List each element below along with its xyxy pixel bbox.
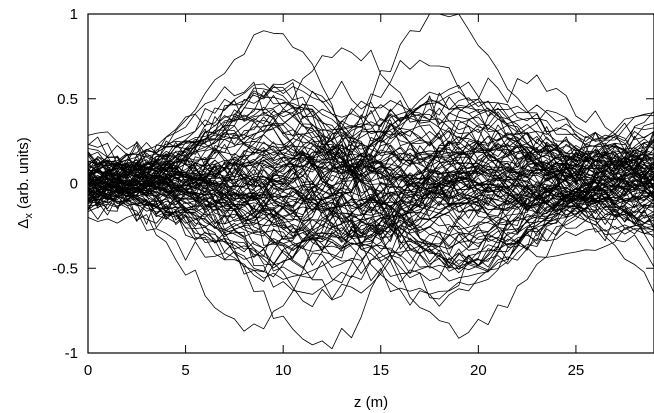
y-tick-label: -1 [65, 345, 78, 362]
x-tick-label: 20 [470, 362, 487, 379]
trajectory-line [88, 100, 654, 235]
trajectory-line [88, 136, 654, 252]
trajectory-line [88, 101, 654, 264]
trajectory-line [88, 105, 654, 295]
x-axis: 0 5 10 15 20 25 [84, 14, 584, 379]
trajectory-line [88, 162, 654, 211]
trajectory-line [88, 82, 654, 282]
trajectory-line [88, 144, 654, 213]
trajectory-line [88, 92, 654, 269]
trajectory-line [88, 101, 654, 280]
trajectory-line [88, 108, 654, 234]
trajectory-line [88, 137, 654, 213]
trajectory-line [88, 141, 654, 252]
trajectory-line [88, 99, 654, 295]
y-axis-label-subscript: x [23, 213, 35, 219]
trajectory-line [88, 131, 654, 223]
trajectory-line [88, 154, 654, 224]
y-tick-label: -0.5 [52, 260, 78, 277]
trajectory-line [88, 150, 654, 242]
trajectory-line [88, 118, 654, 224]
trajectory-line [88, 144, 654, 240]
y-axis-label-text: (arb. units) [15, 137, 32, 213]
y-axis-label: Δx (arb. units) [15, 137, 35, 228]
trajectory-line [88, 141, 654, 213]
trajectory-line [88, 109, 654, 238]
trajectory-line [88, 127, 654, 257]
y-tick-label: 0 [70, 176, 78, 193]
trajectory-line [88, 147, 654, 245]
trajectory-line [88, 84, 654, 282]
trajectory-line [88, 145, 654, 221]
trajectory-line [88, 130, 654, 217]
x-axis-label: z (m) [354, 394, 388, 411]
y-axis: -1 -0.5 0 0.5 1 [52, 6, 654, 362]
trajectory-line [88, 30, 654, 339]
trajectory-line [88, 80, 654, 244]
trajectory-line [88, 81, 654, 307]
trajectory-line [88, 108, 654, 234]
trajectory-line [88, 124, 654, 237]
y-tick-label: 1 [70, 6, 78, 23]
x-tick-label: 0 [84, 362, 92, 379]
trajectory-line [88, 47, 654, 258]
x-tick-label: 10 [275, 362, 292, 379]
y-tick-label: 0.5 [57, 91, 78, 108]
trajectory-line [88, 124, 654, 266]
x-tick-label: 15 [372, 362, 389, 379]
trajectory-line [88, 109, 654, 300]
trajectory-line [88, 160, 654, 200]
trajectory-line [88, 59, 654, 273]
y-axis-label-symbol: Δ [15, 219, 32, 229]
trajectory-line [88, 159, 654, 200]
series-layer [88, 14, 654, 350]
x-tick-label: 5 [181, 362, 189, 379]
x-tick-label: 25 [568, 362, 585, 379]
trajectory-line [88, 147, 654, 239]
